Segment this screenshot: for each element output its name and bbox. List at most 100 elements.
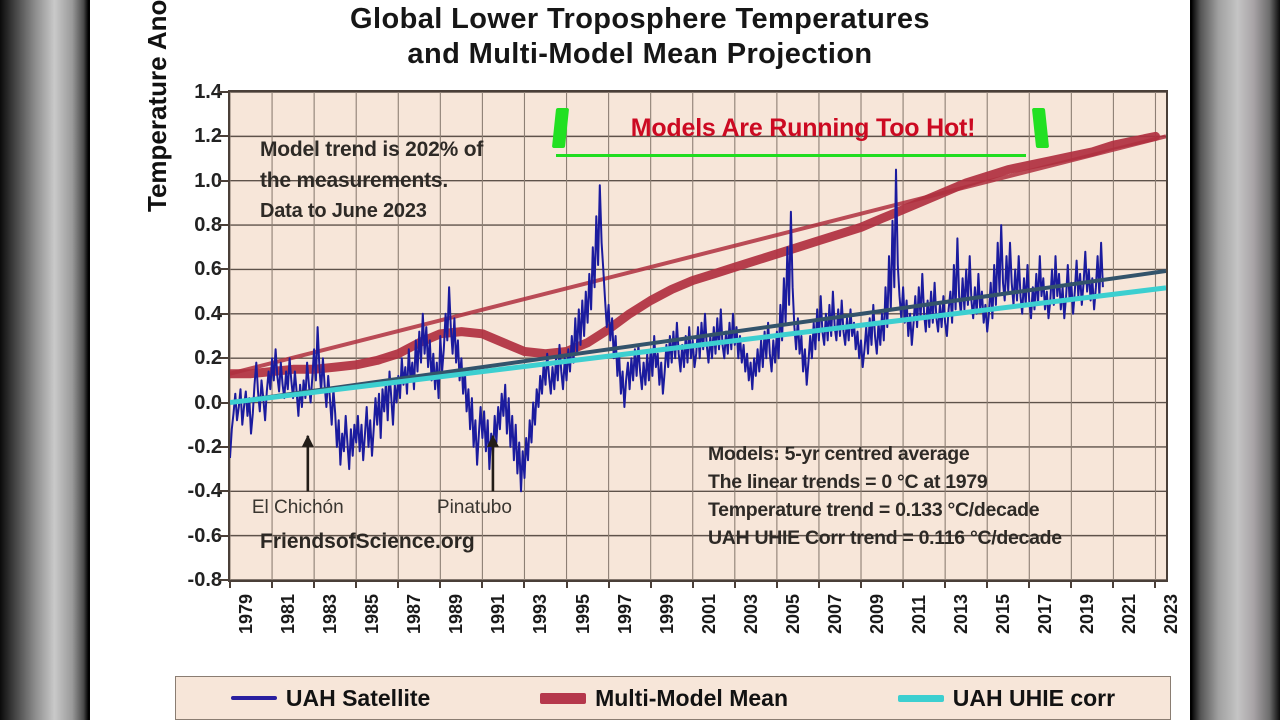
y-tick-label: 0.6: [194, 258, 222, 281]
x-tick-label: 2001: [698, 593, 719, 634]
x-tick-mark: [944, 580, 947, 588]
x-tick-label: 1987: [404, 593, 425, 634]
x-tick-label: 2003: [740, 593, 761, 634]
x-tick-mark: [229, 580, 231, 588]
chart-legend: UAH Satellite Multi-Model Mean UAH UHIE co…: [175, 676, 1171, 720]
model-trend-note-line2: the measurements.: [260, 169, 449, 192]
model-trend-note-line1: Model trend is 202% of: [260, 138, 484, 161]
page-subtitle: and Multi-Model Mean Projection: [407, 38, 873, 70]
x-tick-label: 2005: [782, 593, 803, 634]
x-tick-label: 2013: [951, 593, 972, 634]
x-tick-label: 1979: [236, 593, 256, 634]
y-tick-label: -0.6: [187, 524, 222, 547]
legend-swatch-icon: [897, 694, 944, 702]
legend-item-1: Multi-Model Mean: [540, 685, 788, 712]
x-tick-mark: [733, 580, 736, 588]
x-tick-mark: [523, 580, 526, 588]
x-tick-label: 1981: [278, 593, 299, 634]
y-tick-mark: [218, 224, 228, 227]
y-tick-label: 1.2: [194, 125, 222, 148]
volcano-label-pinatubo: Pinatubo: [436, 497, 512, 519]
y-tick-label: -0.2: [187, 435, 222, 458]
y-tick-label: -0.4: [187, 480, 222, 503]
x-tick-label: 2023: [1161, 593, 1182, 634]
green-underline: [556, 154, 1026, 157]
x-tick-label: 1999: [656, 593, 677, 634]
source-attribution: FriendsofScience.org: [260, 530, 475, 553]
x-tick-mark: [271, 580, 274, 588]
x-tick-label: 1985: [362, 593, 383, 634]
x-tick-label: 2019: [1077, 593, 1098, 634]
volcano-label-el-chichon: El Chichón: [251, 497, 344, 519]
methods-note-line2: The linear trends = 0 °C at 1979: [708, 471, 988, 493]
x-tick-mark: [1112, 580, 1115, 588]
legend-label: UAH Satellite: [285, 684, 431, 711]
letterbox-left: [0, 0, 88, 720]
x-tick-mark: [397, 580, 400, 588]
x-tick-label: 1991: [488, 593, 509, 634]
y-tick-label: 1.4: [194, 81, 222, 103]
methods-note-line4: UAH UHIE Corr trend = 0.116 °C/decade: [708, 527, 1062, 549]
x-tick-mark: [775, 580, 778, 588]
x-tick-label: 2021: [1119, 593, 1140, 634]
x-tick-mark: [649, 580, 652, 588]
x-tick-mark: [313, 580, 316, 588]
y-tick-label: -0.8: [187, 569, 222, 591]
y-tick-mark: [218, 135, 228, 138]
models-too-hot-banner: Models Are Running Too Hot!: [630, 114, 976, 142]
y-tick-label: 1.0: [194, 169, 222, 192]
y-tick-mark: [218, 579, 228, 581]
x-tick-mark: [902, 580, 905, 588]
y-tick-label: 0.2: [194, 347, 222, 370]
x-tick-label: 1995: [572, 593, 593, 634]
x-tick-label: 1989: [446, 593, 467, 634]
y-tick-mark: [218, 357, 228, 360]
y-tick-label: 0.8: [194, 214, 222, 237]
y-tick-label: 0.4: [194, 302, 222, 325]
x-tick-label: 2011: [909, 594, 930, 634]
x-tick-mark: [691, 580, 694, 588]
chart-plot-area: Temperature Anomaly (°C) Model trend is …: [142, 0, 1168, 582]
model-trend-note-line3: Data to June 2023: [260, 200, 427, 222]
legend-label: UAH UHIE corr: [952, 684, 1116, 711]
x-tick-mark: [607, 580, 610, 588]
page-title: Global Lower Troposphere Temperatures: [350, 3, 930, 35]
chart-title-block: Global Lower Troposphere Temperatures an…: [90, 2, 1190, 72]
y-tick-mark: [218, 179, 228, 182]
x-tick-mark: [817, 580, 820, 588]
x-tick-label: 1993: [530, 593, 551, 634]
legend-label: Multi-Model Mean: [595, 684, 789, 711]
methods-note-line3: Temperature trend = 0.133 °C/decade: [708, 499, 1040, 521]
x-tick-mark: [1154, 580, 1157, 588]
y-tick-mark: [218, 91, 228, 93]
methods-note-line1: Models: 5-yr centred average: [708, 443, 970, 465]
x-tick-mark: [355, 580, 358, 588]
y-tick-mark: [218, 445, 228, 448]
x-tick-mark: [986, 580, 989, 588]
model-trend-note: Model trend is 202% of the measurements.…: [260, 134, 483, 227]
methods-note: Models: 5-yr centred average The linear …: [708, 440, 1062, 552]
x-tick-label: 2017: [1035, 593, 1056, 634]
legend-swatch-icon: [540, 692, 587, 704]
x-tick-label: 1997: [614, 593, 635, 634]
y-tick-mark: [218, 312, 228, 315]
x-tick-mark: [439, 580, 442, 588]
legend-swatch-icon: [230, 696, 277, 700]
x-tick-label: 2007: [824, 593, 845, 634]
x-tick-mark: [860, 580, 862, 588]
y-tick-mark: [218, 268, 228, 271]
chart-canvas: [230, 92, 1166, 580]
y-tick-label: 0.0: [194, 391, 222, 414]
x-tick-mark: [1070, 580, 1073, 588]
x-tick-mark: [481, 580, 484, 588]
x-tick-label: 2015: [993, 593, 1014, 634]
x-tick-mark: [1028, 580, 1031, 588]
letterbox-right: [1192, 0, 1280, 720]
x-tick-label: 1983: [320, 593, 341, 634]
x-tick-mark: [565, 580, 568, 588]
legend-item-0: UAH Satellite: [230, 684, 431, 712]
y-tick-mark: [218, 534, 228, 537]
y-tick-mark: [218, 401, 228, 404]
x-tick-label: 2009: [867, 593, 887, 634]
